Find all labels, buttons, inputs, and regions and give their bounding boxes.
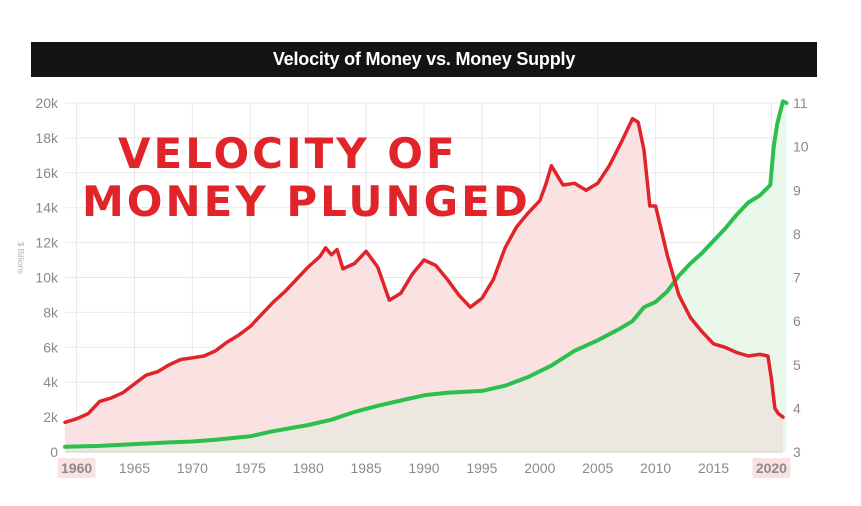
axes: 0 2k 4k 6k 8k 10k 12k 14k 16k 18k 20k 3 4 5 6 7 8 9 10 11 19… — [35, 95, 809, 478]
x-tick-label: 2010 — [640, 460, 671, 476]
x-tick-highlight — [752, 458, 791, 478]
y-left-tick-label: 0 — [50, 444, 58, 460]
y-right-tick-label: 3 — [793, 444, 801, 460]
y-left-tick-label: 20k — [35, 95, 59, 111]
x-tick-label: 2005 — [582, 460, 613, 476]
y-right-tick-label: 9 — [793, 182, 801, 198]
x-tick-label: 2000 — [524, 460, 555, 476]
y-left-tick-label: 4k — [43, 374, 59, 390]
money-supply-line — [63, 99, 789, 449]
overlap-fill — [65, 118, 783, 452]
y-left-tick-label: 14k — [35, 200, 59, 216]
y-right-tick-label: 4 — [793, 400, 801, 416]
x-tick-label: 1990 — [408, 460, 439, 476]
annotation-line-2: MONEY PLUNGED — [82, 177, 531, 226]
y-left-tick-label: 2k — [43, 409, 59, 425]
y-right-tick-label: 7 — [793, 270, 801, 286]
y-left-tick-label: 10k — [35, 270, 59, 286]
x-tick-label: 2020 — [756, 460, 787, 476]
y-axis-label: $ Billions — [16, 242, 25, 274]
x-tick-label: 1985 — [351, 460, 382, 476]
x-tick-label: 1995 — [466, 460, 497, 476]
y-left-tick-label: 16k — [35, 165, 59, 181]
y-left-tick-label: 12k — [35, 235, 59, 251]
y-left-tick-label: 18k — [35, 130, 59, 146]
annotation-line-1: VELOCITY OF — [118, 129, 458, 178]
x-tick-label: 1965 — [119, 460, 150, 476]
x-tick-label: 2015 — [698, 460, 729, 476]
x-tick-label: 1970 — [177, 460, 208, 476]
y-right-tick-label: 6 — [793, 313, 801, 329]
x-tick-label: 1980 — [293, 460, 324, 476]
x-tick-label: 1975 — [235, 460, 266, 476]
x-tick-label: 1960 — [61, 460, 92, 476]
x-tick-highlight — [57, 458, 96, 478]
y-right-tick-label: 10 — [793, 139, 809, 155]
y-right-tick-label: 8 — [793, 226, 801, 242]
chart-title: Velocity of Money vs. Money Supply — [272, 49, 576, 69]
y-left-tick-label: 8k — [43, 304, 59, 320]
y-left-tick-label: 6k — [43, 339, 59, 355]
y-right-tick-label: 5 — [793, 357, 801, 373]
y-right-tick-label: 11 — [793, 95, 808, 111]
chart-title-bar: Velocity of Money vs. Money Supply — [31, 42, 817, 77]
velocity-line — [63, 116, 785, 425]
